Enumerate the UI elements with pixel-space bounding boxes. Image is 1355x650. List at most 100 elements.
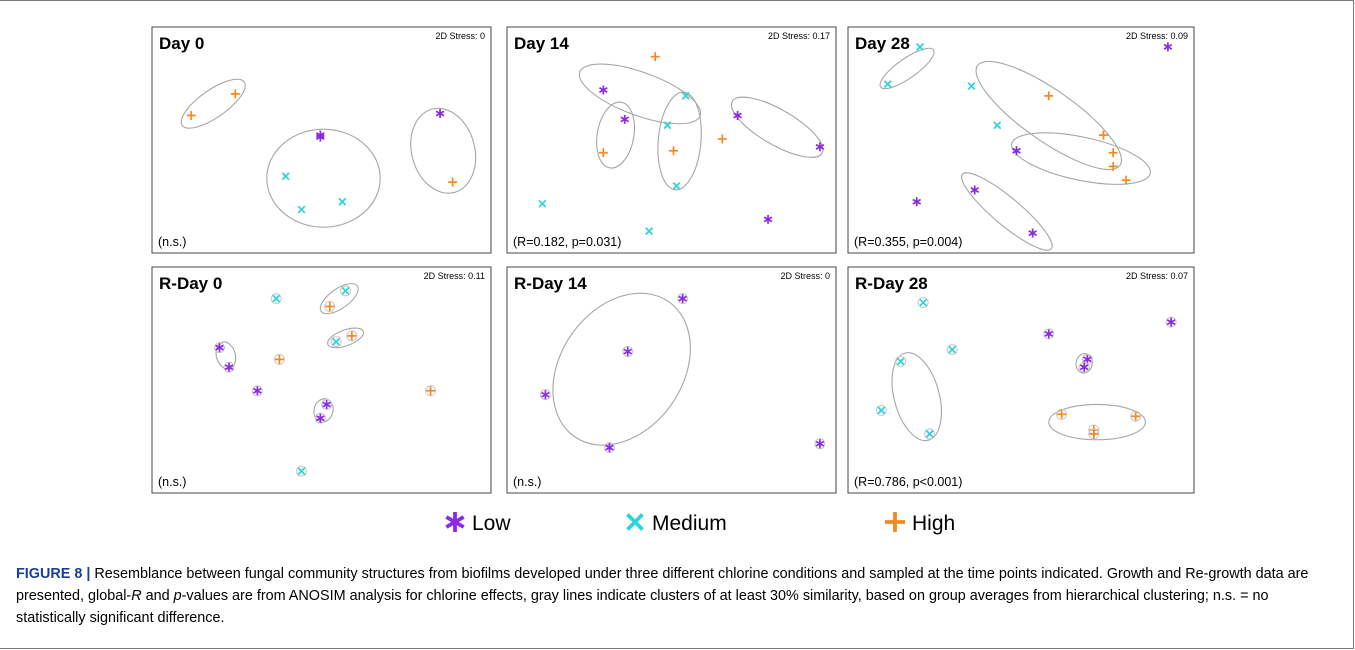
- point-halo: [622, 346, 634, 358]
- cluster-ellipse-2: [975, 60, 1123, 171]
- legend-item-medium: Medium: [626, 512, 727, 535]
- point-medium-5: [896, 357, 905, 366]
- panel-stat: (R=0.182, p=0.031): [513, 235, 621, 249]
- cluster-ellipse-1: [879, 47, 935, 90]
- point-halo: [917, 297, 929, 309]
- point-medium-11: [672, 182, 681, 191]
- caption-text-1: Resemblance between fungal community str…: [16, 566, 1309, 604]
- point-low-4: [316, 132, 325, 142]
- point-halo: [1043, 328, 1055, 340]
- legend-label: High: [912, 512, 955, 535]
- point-halo: [1078, 361, 1090, 373]
- point-medium-8: [338, 197, 347, 206]
- legend: Low Medium High: [445, 512, 955, 535]
- point-high-11: [1131, 411, 1141, 421]
- panel-stat: (n.s.): [513, 475, 541, 489]
- point-high-7: [669, 146, 678, 156]
- panel-stress: 2D Stress: 0.09: [1126, 31, 1188, 41]
- point-high-1: [230, 89, 240, 99]
- point-halo: [330, 336, 342, 348]
- panel-stress: 2D Stress: 0.07: [1126, 271, 1188, 281]
- point-low-1: [678, 294, 687, 304]
- point-halo: [270, 293, 282, 305]
- cluster-ellipse-1: [891, 352, 942, 442]
- panel-stat: (R=0.355, p=0.004): [854, 235, 962, 249]
- point-low-5: [815, 439, 825, 449]
- cluster-ellipse-3: [410, 107, 477, 194]
- panel-frame: [151, 26, 492, 254]
- point-halo: [677, 293, 689, 305]
- point-medium-1: [919, 298, 928, 307]
- point-medium-4: [663, 121, 672, 130]
- point-medium-13: [297, 467, 306, 476]
- point-high-9: [1108, 148, 1118, 158]
- cluster-ellipse-3: [657, 91, 702, 191]
- plus-icon: [885, 512, 905, 532]
- panel-5: R-Day 14 2D Stress: 0 (n.s.): [506, 266, 837, 494]
- point-low-9: [253, 386, 262, 396]
- point-low-4: [605, 443, 614, 453]
- point-medium-6: [281, 172, 290, 181]
- point-medium-9: [925, 429, 934, 438]
- point-low-2: [599, 85, 608, 95]
- cluster-ellipse-4: [961, 172, 1053, 251]
- panel-stress: 2D Stress: 0.11: [424, 271, 485, 281]
- cluster-ellipse-1: [552, 292, 691, 446]
- point-low-2: [623, 347, 633, 357]
- figure-caption: FIGURE 8 | Resemblance between fungal co…: [16, 563, 1336, 629]
- point-halo: [321, 398, 333, 410]
- point-high-5: [347, 331, 357, 341]
- point-low-8: [1012, 146, 1021, 156]
- asterisk-icon: [445, 512, 465, 532]
- point-medium-13: [645, 227, 654, 236]
- point-halo: [324, 300, 336, 312]
- panel-stress: 2D Stress: 0: [435, 31, 485, 41]
- point-low-2: [1166, 317, 1176, 327]
- point-low-3: [1044, 329, 1054, 339]
- point-halo: [346, 330, 358, 342]
- point-medium-2: [341, 286, 350, 295]
- cluster-ellipse-1: [180, 78, 246, 129]
- point-low-13: [912, 197, 922, 207]
- point-halo: [314, 412, 326, 424]
- point-low-14: [763, 214, 773, 224]
- point-high-10: [1108, 161, 1118, 171]
- panel-title: Day 0: [159, 34, 204, 53]
- cluster-ellipse-3: [1048, 403, 1146, 441]
- point-low-10: [322, 399, 331, 409]
- point-halo: [924, 428, 936, 440]
- point-halo: [875, 404, 887, 416]
- panel-3: Day 28 2D Stress: 0.09 (R=0.355, p=0.004): [847, 26, 1195, 254]
- figure-label: FIGURE 8 |: [16, 566, 91, 582]
- panel-stat: (R=0.786, p<0.001): [854, 475, 962, 489]
- panel-stat: (n.s.): [158, 235, 186, 249]
- panel-frame: [506, 26, 837, 254]
- point-low-3: [620, 114, 630, 124]
- point-high-10: [1057, 409, 1067, 419]
- point-medium-12: [538, 199, 547, 208]
- point-medium-7: [297, 205, 306, 214]
- point-halo: [603, 442, 615, 454]
- cross-icon: [626, 513, 644, 531]
- point-low-7: [1079, 362, 1089, 372]
- legend-label: Medium: [652, 512, 727, 535]
- caption-r-italic: R: [131, 588, 142, 604]
- point-low-7: [224, 362, 234, 372]
- point-halo: [1130, 410, 1142, 422]
- point-high-11: [1121, 175, 1131, 185]
- panel-2: Day 14 2D Stress: 0.17 (R=0.182, p=0.031): [506, 26, 837, 254]
- point-halo: [273, 353, 285, 365]
- point-medium-2: [883, 80, 892, 89]
- point-halo: [340, 285, 352, 297]
- point-high-12: [426, 386, 436, 396]
- panel-1: Day 0 2D Stress: 0 (n.s.): [151, 26, 492, 254]
- caption-text-3: -values are from ANOSIM analysis for chl…: [16, 588, 1269, 626]
- point-high-5: [1044, 91, 1054, 101]
- point-low-11: [316, 413, 325, 423]
- panel-stat: (n.s.): [158, 475, 186, 489]
- panel-title: Day 28: [855, 34, 910, 53]
- point-halo: [425, 385, 437, 397]
- panel-frame: [506, 266, 837, 494]
- point-high-9: [448, 177, 458, 187]
